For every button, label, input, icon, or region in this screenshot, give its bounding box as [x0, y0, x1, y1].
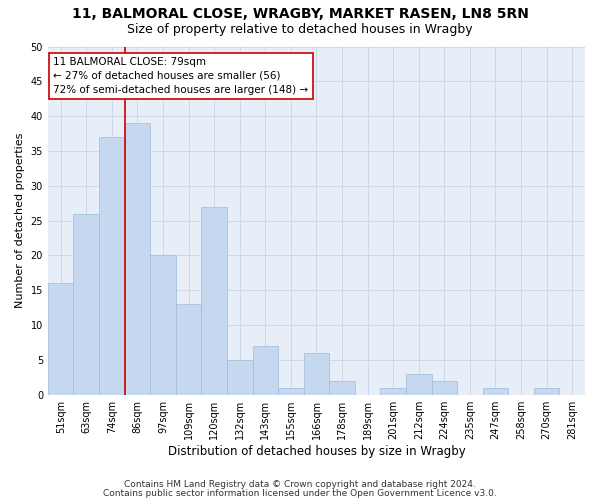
- Bar: [278, 388, 304, 394]
- Bar: [380, 388, 406, 394]
- Text: Contains HM Land Registry data © Crown copyright and database right 2024.: Contains HM Land Registry data © Crown c…: [124, 480, 476, 489]
- Bar: [534, 388, 559, 394]
- Bar: [176, 304, 202, 394]
- Text: Size of property relative to detached houses in Wragby: Size of property relative to detached ho…: [127, 22, 473, 36]
- Bar: [202, 206, 227, 394]
- Text: 11, BALMORAL CLOSE, WRAGBY, MARKET RASEN, LN8 5RN: 11, BALMORAL CLOSE, WRAGBY, MARKET RASEN…: [71, 8, 529, 22]
- Bar: [253, 346, 278, 395]
- Bar: [48, 284, 73, 395]
- Text: 11 BALMORAL CLOSE: 79sqm
← 27% of detached houses are smaller (56)
72% of semi-d: 11 BALMORAL CLOSE: 79sqm ← 27% of detach…: [53, 57, 308, 95]
- Bar: [482, 388, 508, 394]
- Bar: [406, 374, 431, 394]
- Bar: [227, 360, 253, 394]
- Bar: [125, 123, 150, 394]
- Bar: [431, 381, 457, 394]
- Bar: [329, 381, 355, 394]
- Y-axis label: Number of detached properties: Number of detached properties: [15, 133, 25, 308]
- Bar: [304, 353, 329, 395]
- Bar: [73, 214, 99, 394]
- Text: Contains public sector information licensed under the Open Government Licence v3: Contains public sector information licen…: [103, 488, 497, 498]
- X-axis label: Distribution of detached houses by size in Wragby: Distribution of detached houses by size …: [167, 444, 466, 458]
- Bar: [150, 256, 176, 394]
- Bar: [99, 137, 125, 394]
